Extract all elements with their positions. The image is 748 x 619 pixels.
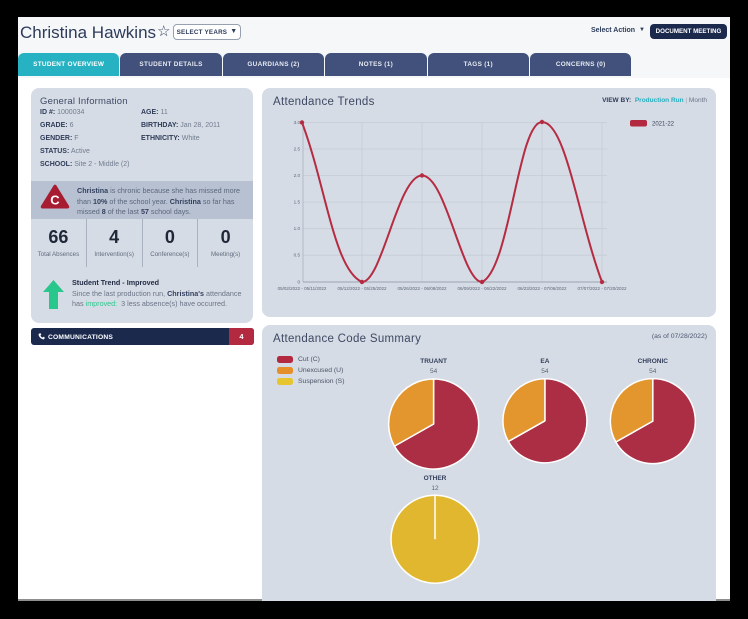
- svg-text:2.5: 2.5: [294, 147, 301, 152]
- svg-text:54: 54: [541, 368, 549, 375]
- svg-text:07/07/2022 - 07/20/2022: 07/07/2022 - 07/20/2022: [577, 286, 627, 291]
- svg-text:2021-22: 2021-22: [652, 122, 675, 128]
- svg-text:0.5: 0.5: [294, 253, 301, 258]
- svg-text:05/26/2022 - 06/08/2022: 05/26/2022 - 06/08/2022: [397, 286, 447, 291]
- svg-text:CHRONIC: CHRONIC: [638, 358, 669, 365]
- svg-text:54: 54: [430, 368, 438, 375]
- svg-text:06/09/2022 - 06/22/2022: 06/09/2022 - 06/22/2022: [457, 286, 507, 291]
- svg-text:2.0: 2.0: [294, 173, 301, 178]
- svg-text:EA: EA: [540, 358, 549, 365]
- svg-text:06/23/2022 - 07/06/2022: 06/23/2022 - 07/06/2022: [517, 286, 567, 291]
- svg-text:3.0: 3.0: [294, 120, 301, 125]
- svg-text:TRUANT: TRUANT: [420, 358, 447, 365]
- svg-text:C: C: [50, 193, 60, 208]
- svg-text:0: 0: [297, 280, 300, 285]
- svg-text:1.0: 1.0: [294, 226, 301, 231]
- svg-text:OTHER: OTHER: [424, 475, 447, 482]
- svg-text:05/12/2022 - 05/25/2022: 05/12/2022 - 05/25/2022: [337, 286, 387, 291]
- svg-text:54: 54: [649, 368, 657, 375]
- svg-text:1.5: 1.5: [294, 200, 301, 205]
- svg-text:05/02/2022 - 05/11/2022: 05/02/2022 - 05/11/2022: [278, 286, 327, 291]
- svg-text:12: 12: [431, 485, 439, 492]
